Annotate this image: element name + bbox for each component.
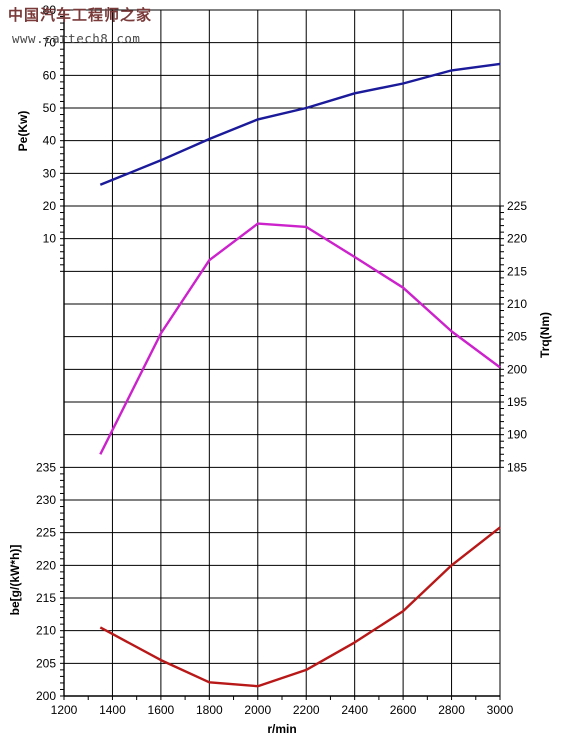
x-tick-label: 3000 bbox=[487, 703, 514, 717]
x-axis-title: r/min bbox=[267, 722, 296, 736]
trq-tick-label: 225 bbox=[507, 199, 527, 213]
x-tick-label: 2200 bbox=[293, 703, 320, 717]
trq-tick-label: 220 bbox=[507, 232, 527, 246]
trq-tick-label: 190 bbox=[507, 428, 527, 442]
be-tick-label: 235 bbox=[36, 460, 56, 474]
pe-tick-label: 10 bbox=[43, 232, 57, 246]
pe-tick-label: 80 bbox=[43, 3, 57, 17]
pe-tick-label: 20 bbox=[43, 199, 57, 213]
pe-tick-label: 60 bbox=[43, 68, 57, 82]
be-tick-label: 210 bbox=[36, 624, 56, 638]
trq-tick-label: 210 bbox=[507, 297, 527, 311]
be-tick-label: 200 bbox=[36, 689, 56, 703]
x-tick-label: 2800 bbox=[438, 703, 465, 717]
trq-tick-label: 205 bbox=[507, 330, 527, 344]
trq-tick-label: 195 bbox=[507, 395, 527, 409]
pe-tick-label: 70 bbox=[43, 36, 57, 50]
x-tick-label: 2400 bbox=[341, 703, 368, 717]
trq-tick-label: 200 bbox=[507, 362, 527, 376]
axes bbox=[60, 9, 504, 700]
be-tick-label: 215 bbox=[36, 591, 56, 605]
watermark-site-name: 中国汽车工程师之家 bbox=[8, 6, 153, 24]
be-axis-title: be[g/(kW*h)] bbox=[8, 545, 22, 616]
x-tick-label: 1800 bbox=[196, 703, 223, 717]
pe-tick-label: 30 bbox=[43, 166, 57, 180]
be-tick-label: 220 bbox=[36, 558, 56, 572]
pe-tick-label: 50 bbox=[43, 101, 57, 115]
trq-axis-title: Trq(Nm) bbox=[538, 312, 552, 358]
watermark-url: www.cartech8.com bbox=[12, 31, 141, 46]
pe-curve bbox=[99, 62, 501, 186]
be-tick-label: 230 bbox=[36, 493, 56, 507]
be-tick-label: 205 bbox=[36, 656, 56, 670]
pe-tick-label: 40 bbox=[43, 134, 57, 148]
x-tick-label: 1200 bbox=[51, 703, 78, 717]
be-curve bbox=[99, 526, 501, 688]
be-tick-label: 225 bbox=[36, 526, 56, 540]
trq-tick-label: 185 bbox=[507, 460, 527, 474]
trq-tick-label: 215 bbox=[507, 264, 527, 278]
pe-axis-title: Pe(Kw) bbox=[16, 111, 30, 152]
trq-curve bbox=[99, 222, 501, 455]
series-lines bbox=[99, 62, 501, 688]
x-tick-label: 2000 bbox=[244, 703, 271, 717]
tick-labels: 10 20 30 40 50 60 70 80 185 190 195 200 205 210 215 220… bbox=[36, 3, 527, 717]
x-tick-label: 1600 bbox=[148, 703, 175, 717]
x-tick-label: 2600 bbox=[390, 703, 417, 717]
x-tick-label: 1400 bbox=[99, 703, 126, 717]
